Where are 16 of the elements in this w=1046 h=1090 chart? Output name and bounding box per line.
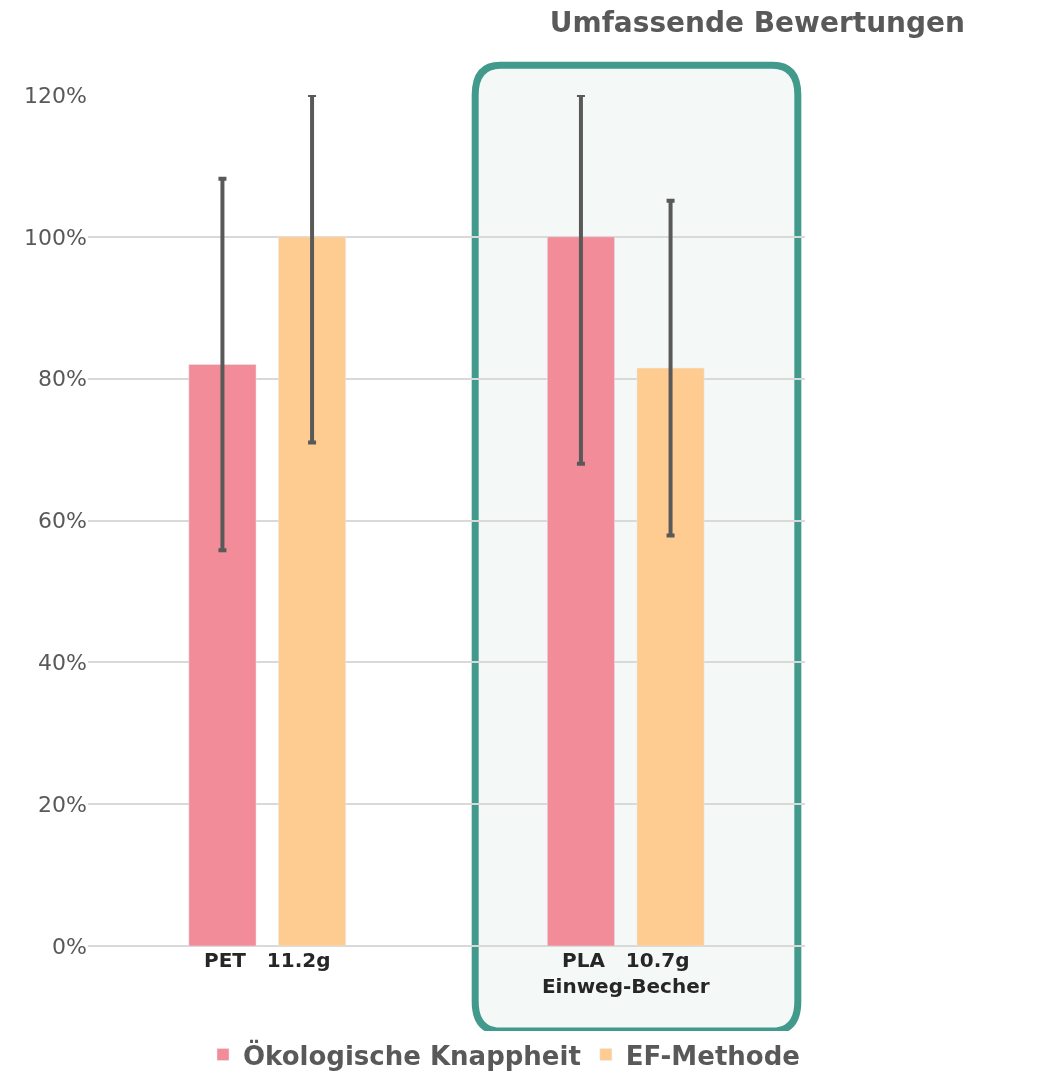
- chart-title: Umfassende Bewertungen: [549, 5, 965, 39]
- y-tick-label: 0%: [52, 933, 87, 959]
- legend-label: Ökologische Knappheit: [243, 1038, 581, 1071]
- y-tick-label: 120%: [24, 82, 87, 108]
- x-tick-label: PET 11.2g: [203, 948, 331, 972]
- y-tick-label: 20%: [38, 791, 87, 817]
- bar: [547, 236, 615, 946]
- y-tick-label: 80%: [38, 366, 87, 392]
- bar: [636, 367, 705, 946]
- legend-label: EF-Methode: [625, 1040, 800, 1071]
- bar: [278, 236, 346, 946]
- y-tick-label: 60%: [38, 508, 87, 534]
- x-tick-label: PLA 10.7g Einweg-Becher: [541, 948, 710, 998]
- y-tick-label: 40%: [38, 650, 87, 676]
- y-tick-label: 100%: [24, 224, 87, 250]
- bar: [188, 364, 257, 946]
